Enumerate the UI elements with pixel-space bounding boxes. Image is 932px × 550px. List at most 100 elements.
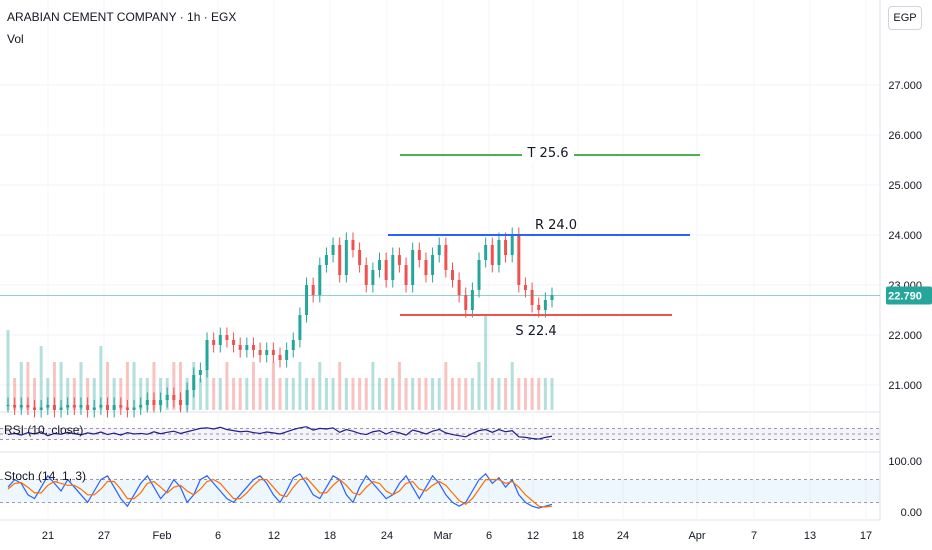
candle-body (26, 405, 30, 408)
candle-body (13, 405, 17, 408)
candle-body (152, 400, 156, 405)
stoch-title: Stoch (14, 1, 3) (4, 469, 86, 483)
candle-body (46, 405, 50, 408)
volume-bar (550, 378, 554, 410)
candle-body (477, 260, 481, 290)
candle-body (371, 270, 375, 285)
candle-body (172, 395, 176, 400)
volume-bar (311, 378, 315, 410)
y-tick-label: 26.000 (888, 130, 922, 142)
y-tick-label: 27.000 (888, 80, 922, 92)
volume-bar (298, 362, 302, 410)
volume-bar (278, 378, 282, 410)
volume-bar (251, 362, 255, 410)
candle-body (437, 245, 441, 255)
candle-body (384, 260, 388, 280)
volume-bar (6, 330, 10, 410)
candle-body (331, 245, 335, 255)
stoch-band (0, 479, 880, 503)
candle-body (490, 245, 494, 265)
candle-body (424, 260, 428, 275)
volume-bar (384, 378, 388, 410)
stoch-k-line (7, 473, 553, 509)
candle-body (470, 290, 474, 310)
volume-bar (537, 378, 541, 410)
volume-bar (417, 378, 421, 410)
volume-bar (504, 378, 508, 410)
x-tick-label: 13 (804, 530, 816, 542)
candle-body (132, 407, 136, 410)
volume-bar (523, 378, 527, 410)
volume-bar (106, 362, 110, 410)
volume-bar (497, 378, 501, 410)
candle-body (225, 335, 229, 340)
candle-body (530, 290, 534, 305)
candle-body (212, 340, 216, 345)
stoch-tick-label: 0.00 (901, 507, 922, 519)
volume-bar (165, 378, 169, 410)
volume-bar (139, 378, 143, 410)
volume-bar (198, 378, 202, 410)
candle-body (238, 345, 242, 350)
candle-body (543, 300, 547, 310)
volume-bar (378, 378, 382, 410)
volume-bar (450, 378, 454, 410)
candle-body (537, 305, 541, 310)
volume-bar (26, 362, 30, 410)
volume-bar (397, 362, 401, 410)
candle-body (218, 335, 222, 345)
volume-bar (212, 378, 216, 410)
candle-body (318, 265, 322, 295)
candle-body (285, 350, 289, 360)
candle-body (324, 255, 328, 265)
volume-bar (331, 378, 335, 410)
volume-bar (404, 378, 408, 410)
candle-body (205, 340, 209, 370)
candle-body (106, 405, 110, 410)
volume-bar (258, 378, 262, 410)
volume-bar (437, 378, 441, 410)
last-price-tag (886, 286, 932, 305)
volume-bar (72, 378, 76, 410)
volume-bar (543, 378, 547, 410)
volume-bar (490, 378, 494, 410)
candle-body (298, 315, 302, 340)
volume-bar (245, 378, 249, 410)
candle-body (404, 265, 408, 285)
x-tick-label: 6 (215, 530, 221, 542)
candle-body (497, 240, 501, 265)
candle-body (271, 350, 275, 355)
currency-button[interactable]: EGP (888, 6, 922, 30)
volume-bar (92, 378, 96, 410)
volume-bar (185, 378, 189, 410)
stoch-tick-label: 100.00 (888, 456, 922, 468)
volume-bar (477, 362, 481, 410)
volume-bar (99, 346, 103, 410)
symbol-title: ARABIAN CEMENT COMPANY · 1h · EGX (7, 10, 237, 24)
y-tick-label: 21.000 (888, 380, 922, 392)
candle-body (232, 340, 236, 345)
last-price-label: 22.790 (888, 291, 922, 303)
candle-body (464, 295, 468, 310)
candle-body (119, 405, 123, 408)
candle-body (431, 255, 435, 275)
candle-body (417, 250, 421, 260)
candle-body (52, 405, 56, 410)
volume-bar (172, 362, 176, 410)
candle-body (112, 405, 116, 410)
candle-body (245, 345, 249, 350)
volume-bar (431, 378, 435, 410)
candle-body (444, 245, 448, 270)
level-label-s: S 22.4 (515, 324, 556, 339)
candle-body (198, 370, 202, 375)
candle-body (550, 295, 554, 300)
volume-bar (86, 378, 90, 410)
candle-body (192, 375, 196, 390)
volume-bar (178, 362, 182, 410)
candle-body (59, 407, 63, 410)
volume-bar (344, 378, 348, 410)
volume-bar (132, 362, 136, 410)
volume-bar (351, 378, 355, 410)
volume-bar (364, 378, 368, 410)
